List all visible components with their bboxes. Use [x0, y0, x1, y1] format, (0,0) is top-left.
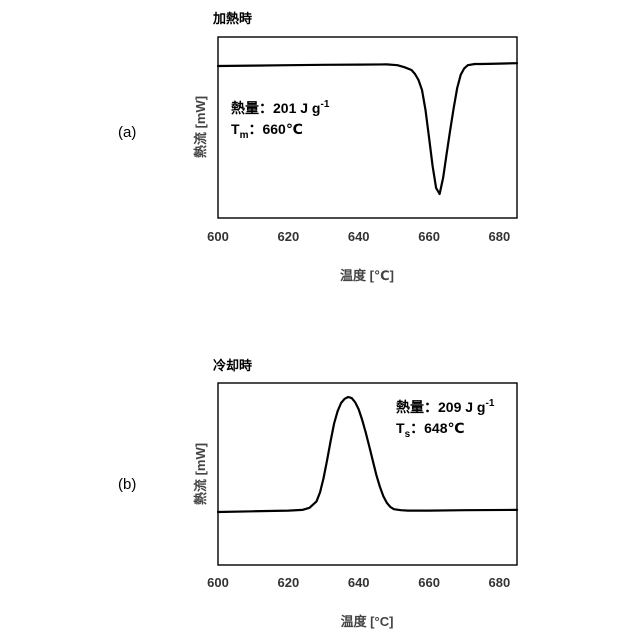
x-tick-label: 660: [418, 575, 440, 590]
panel-b-title: 冷却時: [213, 358, 252, 373]
x-tick-label: 600: [207, 229, 229, 244]
panel-b-x-ticks: 600 620 640 660 680: [207, 575, 510, 590]
x-tick-label: 680: [489, 575, 511, 590]
panel-a-heat-exponent: -1: [320, 99, 329, 110]
x-tick-label: 680: [489, 229, 511, 244]
panel-a: (a) 加熱時 600 620 640 660 680 温度 [℃] 熱流 [mW] 熱…: [118, 11, 517, 283]
panel-a-heat-annotation: 熱量：201 J g-1: [231, 99, 330, 116]
x-tick-label: 600: [207, 575, 229, 590]
x-tick-label: 640: [348, 229, 370, 244]
panel-a-x-ticks: 600 620 640 660 680: [207, 229, 510, 244]
panel-b-heat-text: 熱量：209 J g: [396, 399, 485, 415]
panel-a-heat-text: 熱量：201 J g: [231, 100, 320, 116]
panel-a-tm-subscript: m: [240, 130, 249, 141]
panel-b-label: (b): [118, 476, 136, 493]
x-tick-label: 620: [278, 229, 300, 244]
panel-a-title: 加熱時: [212, 11, 252, 26]
panel-b-x-axis-label: 温度 [°C]: [341, 614, 394, 629]
panel-b-heat-exponent: -1: [485, 398, 494, 409]
x-tick-label: 620: [278, 575, 300, 590]
panel-b: (b) 冷却時 600620640660680 温度 [°C] 熱流 [mW] …: [118, 358, 517, 629]
panel-b-ts-value: ：648℃: [410, 420, 464, 436]
panel-b-ts-annotation: Ts：648℃: [396, 420, 464, 440]
panel-a-tm-value: ：660℃: [248, 121, 302, 137]
x-tick-label: 640: [348, 575, 370, 590]
panel-a-y-axis-label: 熱流 [mW]: [193, 96, 208, 158]
panel-a-tm-annotation: Tm：660℃: [231, 121, 303, 141]
panel-a-label: (a): [118, 124, 136, 141]
x-tick-label: 660: [418, 229, 440, 244]
panel-a-x-axis-label: 温度 [℃]: [340, 268, 394, 283]
panel-b-heat-annotation: 熱量：209 J g-1: [396, 398, 495, 415]
panel-b-y-axis-label: 熱流 [mW]: [193, 443, 208, 505]
